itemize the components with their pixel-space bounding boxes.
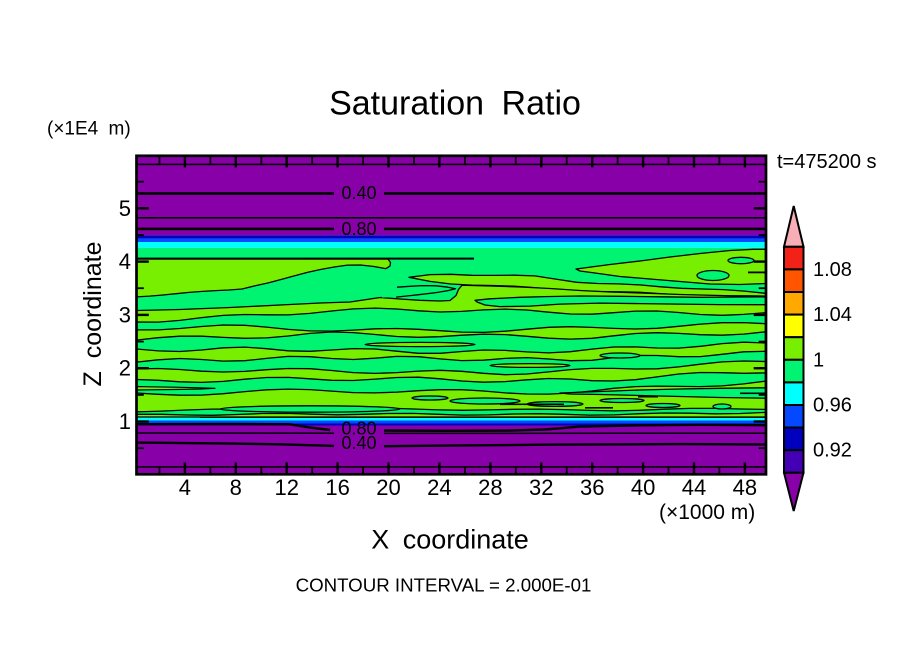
svg-text:(×1000 m): (×1000 m): [659, 501, 755, 524]
svg-text:4: 4: [179, 475, 191, 500]
svg-text:1.04: 1.04: [813, 304, 852, 326]
svg-text:t=475200 s: t=475200 s: [777, 151, 877, 173]
svg-text:44: 44: [682, 475, 706, 500]
svg-text:0.40: 0.40: [341, 433, 376, 453]
svg-text:5: 5: [119, 196, 131, 221]
svg-text:1: 1: [813, 350, 824, 372]
svg-text:32: 32: [529, 475, 553, 500]
svg-text:4: 4: [119, 249, 131, 274]
svg-text:Saturation Ratio: Saturation Ratio: [329, 85, 581, 123]
svg-text:(×1E4 m): (×1E4 m): [47, 119, 131, 140]
svg-text:0.40: 0.40: [341, 183, 376, 203]
svg-text:16: 16: [325, 475, 349, 500]
svg-text:0.92: 0.92: [813, 439, 852, 461]
svg-text:0.96: 0.96: [813, 395, 852, 417]
svg-text:1.08: 1.08: [813, 259, 852, 281]
svg-text:12: 12: [274, 475, 298, 500]
svg-text:0.80: 0.80: [341, 219, 376, 239]
svg-text:1: 1: [119, 409, 131, 434]
svg-text:Z coordinate: Z coordinate: [79, 242, 107, 387]
svg-text:2: 2: [119, 356, 131, 381]
svg-text:48: 48: [733, 475, 757, 500]
svg-text:28: 28: [478, 475, 502, 500]
svg-text:CONTOUR INTERVAL = 2.000E-01: CONTOUR INTERVAL = 2.000E-01: [296, 575, 592, 596]
svg-text:0.80: 0.80: [341, 419, 376, 439]
svg-text:20: 20: [376, 475, 400, 500]
svg-text:24: 24: [427, 475, 451, 500]
svg-text:3: 3: [119, 302, 131, 327]
svg-text:40: 40: [631, 475, 655, 500]
svg-text:X coordinate: X coordinate: [371, 525, 529, 555]
svg-text:36: 36: [580, 475, 604, 500]
svg-text:8: 8: [230, 475, 242, 500]
